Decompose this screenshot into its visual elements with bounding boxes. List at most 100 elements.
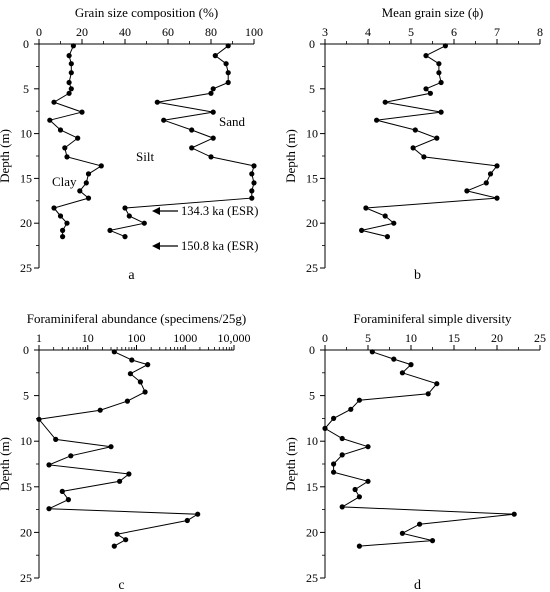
data-point — [154, 99, 160, 105]
panel-label: a — [128, 268, 135, 283]
data-point — [46, 506, 52, 512]
y-axis-label: Depth (m) — [283, 437, 298, 491]
data-point — [225, 79, 231, 86]
y-tick-label: 25 — [306, 571, 318, 585]
x-tick-label: 3 — [322, 25, 328, 39]
data-point — [399, 530, 405, 536]
data-point — [494, 195, 500, 201]
x-tick-label: 80 — [205, 25, 217, 39]
data-point — [384, 234, 390, 240]
data-point — [322, 425, 328, 431]
data-point — [117, 478, 123, 484]
x-tick-label: 25 — [534, 331, 546, 345]
label-sand: Sand — [219, 114, 246, 129]
data-point — [68, 86, 74, 92]
data-point — [212, 53, 218, 59]
data-point — [184, 517, 190, 524]
panel-title: Mean grain size (ϕ) — [382, 5, 484, 20]
esr-arrow-1 — [152, 207, 178, 215]
x-tick-label: 1000 — [173, 331, 197, 345]
data-point — [374, 117, 380, 123]
data-point — [223, 61, 229, 67]
data-point — [438, 109, 444, 115]
panel-a: 0 20 40 60 80 100 0 5 10 15 20 25 Depth (m) Grain siz… — [0, 5, 263, 283]
data-point — [494, 163, 500, 169]
y-tick-label: 15 — [306, 480, 318, 494]
data-point — [59, 488, 65, 494]
y-tick-label: 5 — [23, 389, 29, 403]
data-point — [137, 379, 143, 385]
data-point — [339, 504, 345, 510]
y-axis-label: Depth (m) — [0, 437, 12, 491]
data-point — [79, 109, 85, 115]
data-point — [423, 53, 429, 59]
data-point — [356, 543, 362, 549]
data-point — [225, 70, 231, 76]
series-line — [361, 45, 498, 238]
y-tick-label: 0 — [309, 37, 315, 51]
data-point — [122, 205, 128, 211]
x-tick-label: 100 — [128, 331, 146, 345]
data-point — [142, 389, 148, 395]
label-silt: Silt — [136, 149, 154, 164]
y-tick-label: 15 — [20, 480, 32, 494]
data-point — [189, 127, 195, 133]
data-point — [83, 180, 89, 186]
label-esr-1: 134.3 ka (ESR) — [181, 204, 258, 218]
y-tick-label: 15 — [20, 171, 32, 185]
data-point — [438, 79, 444, 86]
data-point — [195, 511, 201, 517]
data-point — [442, 43, 448, 49]
data-point — [356, 397, 362, 403]
y-tick-label: 5 — [309, 389, 315, 403]
data-point — [141, 220, 147, 226]
label-clay: Clay — [52, 174, 77, 189]
y-tick-label: 0 — [23, 37, 29, 51]
data-point — [64, 154, 70, 160]
data-point — [36, 416, 42, 422]
data-point — [60, 227, 66, 233]
data-point — [382, 213, 388, 219]
x-tick-label: 10 — [82, 331, 94, 345]
data-point — [126, 213, 132, 219]
data-point — [436, 70, 442, 76]
data-point — [66, 79, 72, 86]
data-point — [436, 61, 442, 67]
y-axis-label: Depth (m) — [283, 129, 298, 183]
data-point — [391, 356, 397, 362]
data-point — [161, 117, 167, 123]
y-tick-label: 20 — [306, 525, 318, 539]
data-point — [123, 537, 129, 543]
data-point — [62, 145, 68, 151]
y-tick-label: 10 — [306, 434, 318, 448]
x-tick-label: 5 — [365, 331, 371, 345]
data-point — [391, 220, 397, 226]
y-tick-label: 5 — [309, 82, 315, 96]
label-esr-2: 150.8 ka (ESR) — [181, 239, 258, 253]
data-point — [107, 227, 113, 233]
series-line — [324, 351, 515, 547]
data-point — [249, 195, 255, 201]
data-point — [410, 145, 416, 151]
data-point — [85, 171, 92, 177]
data-point — [65, 497, 71, 503]
y-tick-label: 20 — [20, 525, 32, 539]
data-point — [122, 234, 128, 240]
data-point — [98, 163, 104, 169]
panel-title: Foraminiferal simple diversity — [353, 311, 512, 326]
series-line — [38, 351, 200, 547]
x-tick-label: 6 — [451, 25, 457, 39]
data-point — [412, 127, 418, 133]
y-tick-label: 0 — [23, 343, 29, 357]
x-tick-label: 100 — [245, 25, 263, 39]
panel-title: Foraminiferal abundance (specimens/25g) — [27, 311, 246, 326]
y-axis-label: Depth (m) — [0, 129, 12, 183]
data-point — [251, 180, 257, 186]
data-point — [365, 478, 371, 484]
data-point — [85, 195, 92, 201]
data-point — [108, 444, 114, 450]
data-point — [225, 43, 231, 49]
data-point — [60, 234, 66, 240]
x-tick-label: 10,000 — [218, 331, 251, 345]
data-point — [369, 349, 375, 355]
